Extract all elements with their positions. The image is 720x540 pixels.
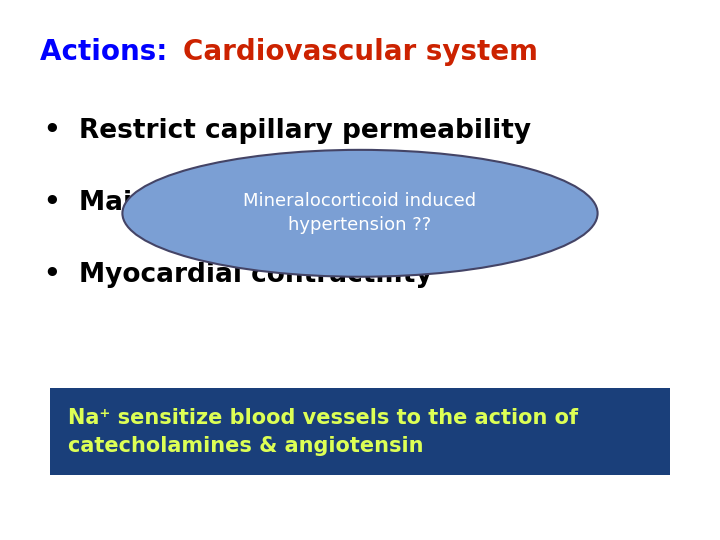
Text: Cardiovascular system: Cardiovascular system	[183, 38, 538, 66]
Text: Mineralocorticoid induced
hypertension ??: Mineralocorticoid induced hypertension ?…	[243, 192, 477, 234]
Text: Actions:: Actions:	[40, 38, 186, 66]
Text: Na⁺ sensitize blood vessels to the action of: Na⁺ sensitize blood vessels to the actio…	[68, 408, 579, 428]
FancyBboxPatch shape	[50, 388, 670, 475]
Text: •  Myocardial contractility: • Myocardial contractility	[44, 262, 433, 288]
Ellipse shape	[122, 150, 598, 276]
Text: •  Restrict capillary permeability: • Restrict capillary permeability	[44, 118, 531, 144]
Text: •  Maintain tone of arterioles: • Maintain tone of arterioles	[44, 190, 478, 216]
Text: catecholamines & angiotensin: catecholamines & angiotensin	[68, 435, 424, 456]
